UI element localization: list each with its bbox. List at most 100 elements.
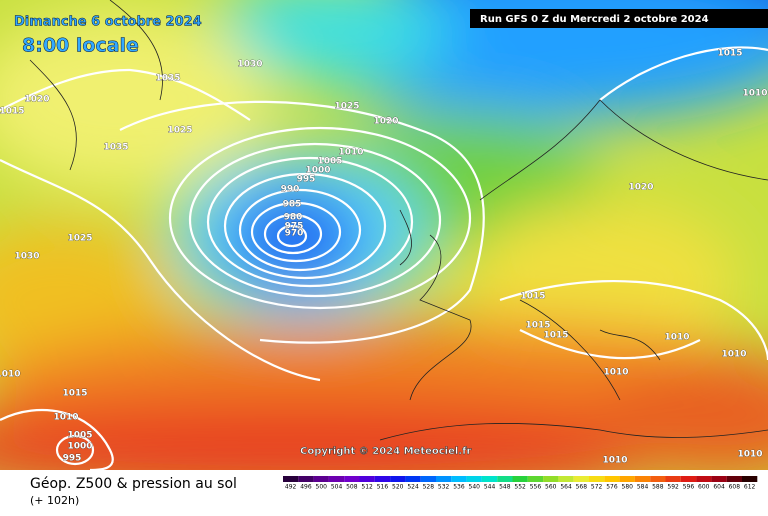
isobar-label: 1030 [14,252,39,262]
isobar-label: 1030 [237,60,262,70]
scale-cell [344,476,360,482]
scale-cell [497,476,513,482]
scale-label: 576 [606,484,618,491]
scale-cell [634,476,651,482]
isobar-label: 1000 [67,442,92,452]
scale-cell [589,476,605,482]
copyright: Copyright © 2024 Meteociel.fr [300,446,471,457]
scale-label: 600 [698,484,710,491]
isobar-label: 1020 [628,183,653,193]
scale-label: 492 [285,484,297,491]
scale-label: 536 [453,484,465,491]
time-title: 8:00 locale [22,35,139,57]
scale-label: 508 [346,484,358,491]
scale-label: 520 [392,484,404,491]
scale-label: 588 [652,484,664,491]
scale-cell [696,476,712,482]
isobar-label: 1035 [103,143,128,153]
scale-label: 580 [622,484,634,491]
footer-title: Géop. Z500 & pression au sol [30,476,237,492]
scale-label: 552 [514,484,526,491]
isobar-label: 1015 [62,389,87,399]
isobar-label: 1015 [520,292,545,302]
scale-label: 504 [331,484,343,491]
scale-label: 592 [667,484,679,491]
scale-cell [527,476,544,482]
scale-cell [726,476,742,482]
scale-label: 604 [713,484,725,491]
isobar-label: 1020 [373,117,398,127]
isobar-label: 1010 [664,333,689,343]
scale-label: 564 [560,484,572,491]
run-label: Run GFS 0 Z du Mercredi 2 octobre 2024 [480,14,709,25]
scale-cell [711,476,727,482]
isobar-label: 980 [284,213,303,223]
scale-label: 500 [316,484,328,491]
scale-label: 528 [423,484,435,491]
isobar-label: 970 [285,229,304,239]
scale-label: 556 [530,484,542,491]
scale-label: 496 [300,484,312,491]
scale-cell [451,476,467,482]
scale-cell [742,476,758,482]
scale-cell [650,476,666,482]
scale-label: 524 [407,484,419,491]
scale-label: 516 [377,484,389,491]
scale-cell [558,476,574,482]
isobar-label: 1010 [603,368,628,378]
date-title: Dimanche 6 octobre 2024 [14,15,202,30]
scale-label: 572 [591,484,603,491]
scale-cell [298,476,314,482]
isobar-label: 1015 [543,331,568,341]
scale-label: 560 [545,484,557,491]
isobar-label: 1010 [338,148,363,158]
scale-cell [481,476,498,482]
isobar-label: 1010 [53,413,78,423]
isobar-label: 1025 [334,102,359,112]
scale-cell [604,476,620,482]
isobar-label: 1035 [155,74,180,84]
scale-cell [328,476,345,482]
scale-label: 540 [469,484,481,491]
scale-label: 612 [744,484,756,491]
scale-label: 544 [484,484,496,491]
scale-label: 548 [499,484,511,491]
isobar-label: 1025 [167,126,192,136]
isobar-label: 1005 [317,157,342,167]
isobar-label: 990 [281,185,300,195]
isobar-label: 1010 [602,456,627,466]
isobar-label: 1000 [305,166,330,176]
isobar-label: 995 [63,454,82,464]
isobar-label: 1010 [0,370,21,380]
scale-cell [543,476,559,482]
scale-cell [283,476,299,482]
scale-cell [573,476,589,482]
scale-cell [405,476,421,482]
isobar-label: 1020 [24,95,49,105]
scale-cell [665,476,681,482]
scale-cell [680,476,697,482]
scale-label: 532 [438,484,450,491]
isobar-label: 1025 [67,234,92,244]
scale-cell [512,476,528,482]
run-box [470,9,768,28]
isobar-label: 1015 [0,107,25,117]
scale-cell [619,476,635,482]
isobar-label: 995 [297,175,316,185]
scale-cell [313,476,329,482]
scale-label: 568 [576,484,588,491]
scale-cell [359,476,375,482]
scale-cell [390,476,406,482]
scale-label: 608 [729,484,741,491]
isobar-label: 1010 [721,350,746,360]
isobar-label: 1015 [525,321,550,331]
scale-cell [466,476,482,482]
isobar-label: 1015 [717,49,742,59]
scale-cell [436,476,452,482]
scale-cell [374,476,391,482]
scale-label: 584 [637,484,649,491]
isobar-label: 1010 [742,89,767,99]
isobar-label: 1005 [67,431,92,441]
scale-label: 512 [361,484,373,491]
